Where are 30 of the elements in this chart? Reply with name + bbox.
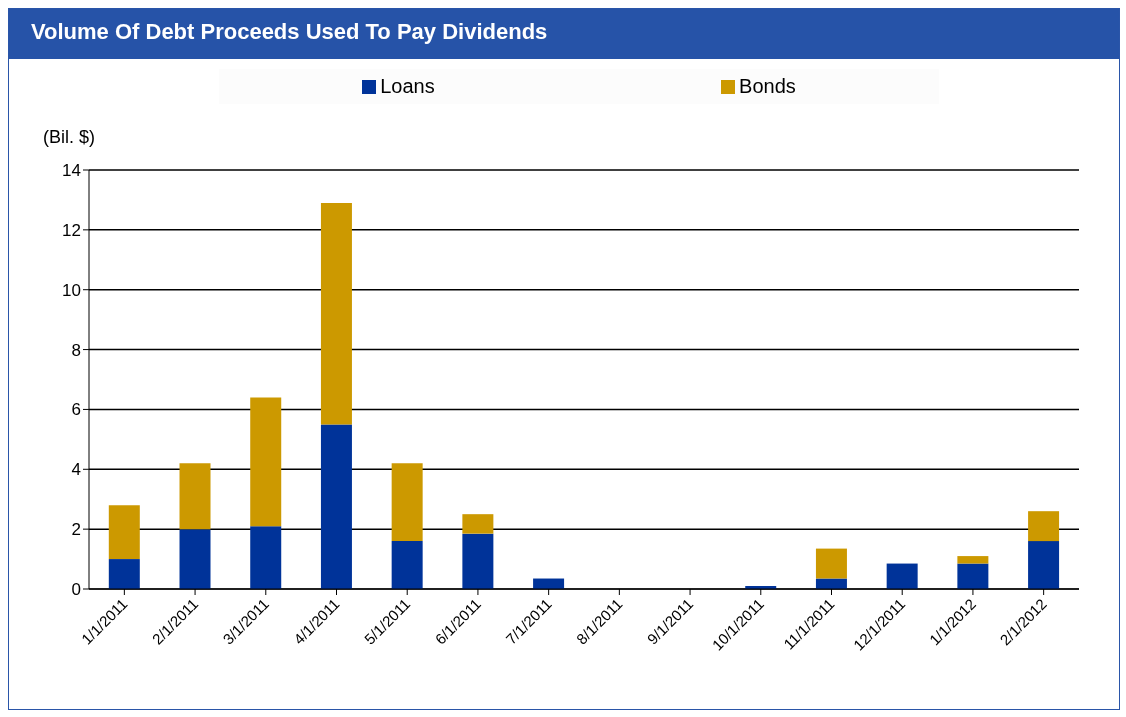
- bar: [320, 424, 352, 589]
- bar: [815, 548, 847, 579]
- y-tick-label: 14: [62, 161, 81, 181]
- bar: [957, 556, 989, 564]
- bar: [250, 397, 282, 527]
- legend-label: Bonds: [738, 75, 796, 98]
- y-tick-label: 10: [62, 280, 81, 300]
- bar: [179, 463, 211, 530]
- y-tick-label: 4: [71, 460, 81, 480]
- bar: [1028, 541, 1060, 589]
- y-tick-label: 2: [71, 520, 81, 540]
- bar: [1028, 511, 1060, 542]
- y-tick-label: 8: [71, 340, 81, 360]
- y-axis-title: (Bil. $): [43, 127, 96, 148]
- bar: [886, 563, 918, 589]
- legend-label: Loans: [379, 75, 435, 98]
- bar: [108, 559, 140, 589]
- bar: [957, 563, 989, 589]
- bar: [108, 505, 140, 560]
- bar: [250, 526, 282, 589]
- y-tick-label: 0: [71, 580, 81, 600]
- chart-title: Volume Of Debt Proceeds Used To Pay Dividends: [9, 9, 1119, 59]
- bar: [391, 541, 423, 589]
- bar: [179, 529, 211, 589]
- bar: [320, 202, 352, 425]
- bar: [391, 463, 423, 542]
- y-tick-label: 6: [71, 400, 81, 420]
- bar: [462, 514, 494, 534]
- bar: [462, 533, 494, 589]
- y-tick-label: 12: [62, 220, 81, 240]
